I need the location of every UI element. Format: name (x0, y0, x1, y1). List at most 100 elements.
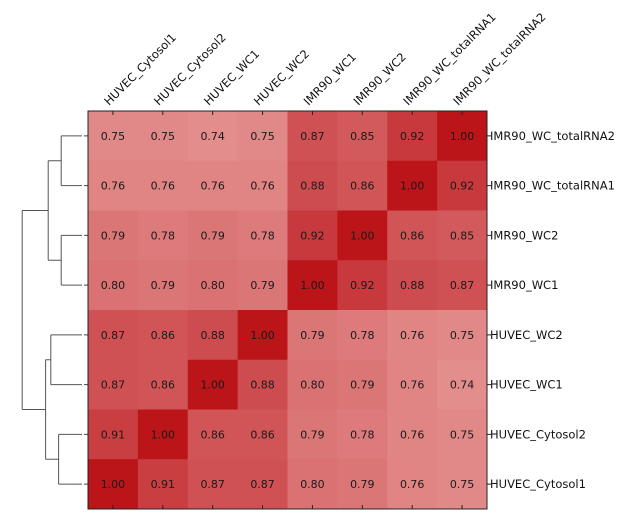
cell-value-label: 0.75 (250, 130, 275, 143)
cell-value-label: 0.79 (200, 229, 225, 242)
cell-value-label: 1.00 (250, 329, 275, 342)
cell-value-label: 0.92 (450, 180, 475, 193)
cell-value-label: 0.76 (400, 428, 425, 441)
heatmap-cell (187, 160, 239, 211)
heatmap-cell (337, 160, 388, 211)
cell-value-label: 0.86 (151, 379, 176, 392)
heatmap-cell (437, 260, 488, 311)
cell-value-label: 0.79 (101, 229, 126, 242)
cell-value-label: 0.75 (450, 478, 475, 491)
heatmap-cell (287, 459, 338, 510)
cell-value-label: 0.75 (151, 130, 176, 143)
cell-value-label: 1.00 (151, 428, 176, 441)
heatmap-cell (437, 310, 488, 361)
cell-value-label: 1.00 (350, 229, 375, 242)
heatmap-cell (237, 310, 288, 361)
cell-value-label: 1.00 (101, 478, 126, 491)
heatmap-cell (187, 459, 239, 510)
heatmap-cell (137, 459, 189, 510)
cell-value-label: 0.92 (400, 130, 425, 143)
heatmap-cell (137, 310, 189, 361)
heatmap-cell (437, 111, 488, 162)
cell-value-label: 0.86 (350, 180, 375, 193)
heatmap-cell (237, 260, 288, 311)
heatmap-cell (437, 210, 488, 261)
heatmap-cell (88, 260, 139, 311)
heatmap-cell (137, 409, 189, 460)
heatmap-cell (88, 459, 139, 510)
heatmap-cell (287, 310, 338, 361)
heatmap-cell (387, 409, 438, 460)
heatmap-cell (88, 111, 139, 162)
heatmap-cell (88, 359, 139, 410)
cell-value-label: 1.00 (400, 180, 425, 193)
cell-value-label: 0.75 (450, 329, 475, 342)
heatmap-cell (237, 359, 288, 410)
cell-value-label: 0.88 (250, 379, 275, 392)
heatmap-cells: 0.75 0.75 0.74 0.75 0.87 0.85 0.92 1.00 0.76 0.76… (88, 111, 488, 510)
cell-value-label: 0.76 (400, 478, 425, 491)
heatmap-cell (337, 409, 388, 460)
cell-value-label: 0.85 (350, 130, 375, 143)
y-tick-label: IMR90_WC1 (490, 278, 558, 292)
heatmap-cell (137, 260, 189, 311)
cell-value-label: 0.76 (400, 329, 425, 342)
cell-value-label: 0.86 (400, 229, 425, 242)
row-dendrogram (21, 135, 82, 485)
heatmap-cell (287, 160, 338, 211)
heatmap-cell (187, 359, 239, 410)
y-tick-label: IMR90_WC_totalRNA1 (490, 179, 615, 193)
cell-value-label: 0.80 (300, 478, 325, 491)
heatmap-cell (237, 459, 288, 510)
heatmap-cell (387, 459, 438, 510)
heatmap-cell (237, 160, 288, 211)
cell-value-label: 0.88 (200, 329, 225, 342)
cell-value-label: 0.86 (200, 428, 225, 441)
cell-value-label: 0.91 (101, 428, 126, 441)
cell-value-label: 0.79 (350, 379, 375, 392)
cell-value-label: 0.74 (450, 379, 475, 392)
heatmap-cell (337, 210, 388, 261)
cell-value-label: 1.00 (300, 279, 325, 292)
heatmap-cell (437, 359, 488, 410)
cell-value-label: 0.87 (450, 279, 475, 292)
cell-value-label: 0.80 (300, 379, 325, 392)
heatmap-cell (88, 160, 139, 211)
heatmap-cell (437, 409, 488, 460)
cell-value-label: 0.79 (250, 279, 275, 292)
cell-value-label: 0.87 (200, 478, 225, 491)
y-tick-label: HUVEC_WC2 (490, 328, 563, 342)
cell-value-label: 0.78 (350, 428, 375, 441)
heatmap-cell (237, 409, 288, 460)
heatmap-cell (137, 210, 189, 261)
cell-value-label: 0.79 (151, 279, 176, 292)
heatmap-cell (337, 359, 388, 410)
heatmap-cell (137, 160, 189, 211)
cell-value-label: 0.86 (250, 428, 275, 441)
cell-value-label: 0.79 (300, 329, 325, 342)
heatmap-cell (187, 409, 239, 460)
cell-value-label: 1.00 (450, 130, 475, 143)
cell-value-label: 0.78 (350, 329, 375, 342)
cell-value-label: 0.76 (250, 180, 275, 193)
heatmap-cell (187, 260, 239, 311)
cell-value-label: 0.87 (250, 478, 275, 491)
heatmap-cell (387, 210, 438, 261)
cell-value-label: 0.87 (101, 379, 126, 392)
heatmap-cell (287, 359, 338, 410)
heatmap-cell (387, 359, 438, 410)
x-tick-label: IMR90_WC2 (351, 50, 409, 108)
cell-value-label: 0.75 (101, 130, 126, 143)
heatmap-cell (88, 310, 139, 361)
heatmap-cell (287, 210, 338, 261)
y-tick-label: HUVEC_Cytosol2 (490, 427, 586, 441)
heatmap-cell (237, 210, 288, 261)
heatmap-cell (88, 210, 139, 261)
heatmap-cell (137, 359, 189, 410)
heatmap-cell (287, 260, 338, 311)
cell-value-label: 0.86 (151, 329, 176, 342)
cell-value-label: 0.87 (101, 329, 126, 342)
cell-value-label: 0.92 (300, 229, 325, 242)
heatmap-cell (387, 260, 438, 311)
heatmap-cell (337, 111, 388, 162)
